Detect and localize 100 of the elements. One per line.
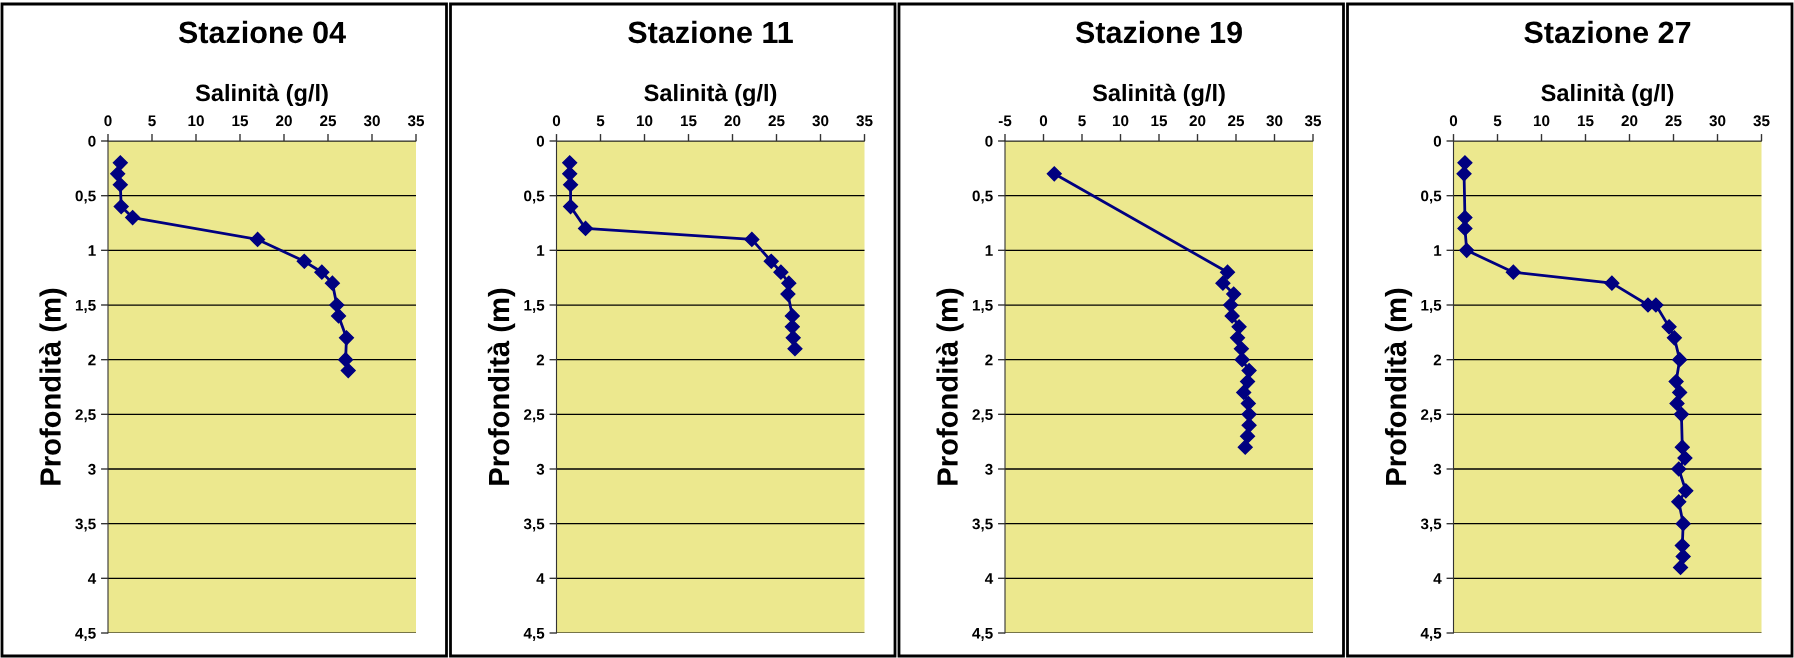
point (314, 264, 330, 280)
point (113, 199, 129, 215)
y-tick-label: 1 (88, 245, 96, 256)
y-tick-label: 3,5 (1420, 518, 1442, 532)
y-tick-label: 4,5 (75, 628, 96, 641)
point (338, 330, 355, 346)
point (744, 231, 760, 247)
x-axis-title: Salinità (g/l) (195, 83, 328, 107)
x-tick-label: 0 (1449, 115, 1458, 127)
x-tick-label: 30 (1266, 115, 1283, 127)
y-tick-label: 1,5 (75, 300, 96, 313)
point (763, 253, 779, 269)
y-tick-label: 0 (88, 135, 96, 147)
point (1674, 537, 1690, 554)
point (1226, 286, 1242, 302)
point (1674, 439, 1690, 455)
point (1672, 352, 1688, 368)
y-tick-label: 3,5 (75, 518, 96, 532)
y-tick-label: 0,5 (524, 190, 545, 204)
point (1241, 417, 1257, 433)
point (562, 166, 578, 182)
point (787, 341, 803, 357)
x-tick-label: 10 (1112, 115, 1129, 127)
x-tick-label: 25 (1665, 115, 1682, 127)
point (1666, 330, 1682, 346)
x-tick-label: 20 (276, 115, 292, 127)
x-tick-label: 5 (1493, 115, 1502, 127)
y-tick-label: 2,5 (523, 409, 545, 423)
y-axis-title: Profondità (m) (39, 288, 67, 485)
x-tick-label: 25 (768, 115, 785, 127)
chart-title: Stazione 04 (178, 20, 346, 44)
point (1672, 384, 1688, 401)
point (1675, 548, 1691, 565)
point (563, 199, 579, 215)
x-tick-label: 20 (1189, 115, 1206, 127)
point (1231, 319, 1247, 335)
x-tick-label: 0 (552, 115, 561, 127)
y-tick-label: 0 (985, 135, 993, 147)
y-tick-label: 1 (537, 245, 545, 256)
x-axis-title: Salinità (g/l) (1092, 83, 1225, 107)
point (1223, 297, 1239, 313)
point (563, 177, 579, 193)
point (250, 231, 266, 247)
x-tick-label: 30 (812, 115, 829, 127)
point (1668, 373, 1684, 390)
x-tick-label: 5 (148, 115, 156, 127)
y-tick-label: 2 (88, 354, 96, 366)
x-tick-label: 15 (680, 115, 697, 127)
x-tick-label: 10 (1533, 115, 1550, 127)
point (1669, 395, 1685, 411)
y-tick-label: 3 (536, 463, 545, 475)
point (1672, 559, 1689, 575)
point (1234, 352, 1250, 368)
point (1237, 439, 1253, 455)
point (781, 275, 797, 291)
y-tick-label: 2 (1433, 354, 1442, 366)
point (330, 308, 347, 324)
y-tick-label: 4 (1433, 573, 1442, 584)
point (1046, 166, 1062, 182)
point (1236, 384, 1252, 401)
point (340, 363, 356, 379)
point (1224, 308, 1240, 324)
x-tick-label: 20 (724, 115, 741, 127)
point (785, 330, 801, 346)
y-tick-label: 2,5 (75, 409, 96, 423)
y-tick-label: 4 (87, 573, 97, 584)
point (1505, 264, 1521, 280)
y-tick-label: 4 (984, 573, 994, 584)
y-tick-label: 3 (88, 463, 96, 475)
point (110, 166, 126, 182)
y-tick-label: 1 (985, 245, 993, 256)
y-tick-label: 2,5 (1420, 409, 1442, 423)
chart-title: Stazione 27 (1524, 20, 1691, 44)
x-tick-label: 0 (1039, 115, 1048, 127)
point (125, 209, 141, 226)
x-axis-title: Salinità (g/l) (1541, 83, 1674, 107)
point (1240, 395, 1256, 411)
point (773, 264, 789, 280)
point (784, 319, 800, 335)
point (112, 155, 128, 171)
point (112, 177, 128, 193)
x-tick-label: 30 (363, 115, 380, 127)
y-tick-label: 1 (1434, 245, 1442, 256)
point (1661, 319, 1677, 335)
point (1239, 428, 1256, 444)
x-tick-label: 15 (1151, 115, 1168, 127)
point (1671, 461, 1687, 477)
point (1229, 330, 1246, 346)
x-tick-label: 15 (1577, 115, 1594, 127)
y-tick-label: 3,5 (523, 518, 545, 532)
y-axis-title: Profondità (m) (1384, 288, 1413, 485)
x-tick-label: 5 (596, 115, 605, 127)
x-tick-label: 35 (856, 115, 873, 127)
point (1671, 494, 1687, 510)
x-tick-label: 15 (232, 115, 249, 127)
y-tick-label: 2 (985, 354, 993, 366)
x-tick-label: 35 (1304, 115, 1322, 127)
x-tick-label: 10 (188, 115, 204, 127)
x-tick-label: -5 (998, 115, 1012, 127)
y-tick-label: 4,5 (1420, 628, 1442, 641)
